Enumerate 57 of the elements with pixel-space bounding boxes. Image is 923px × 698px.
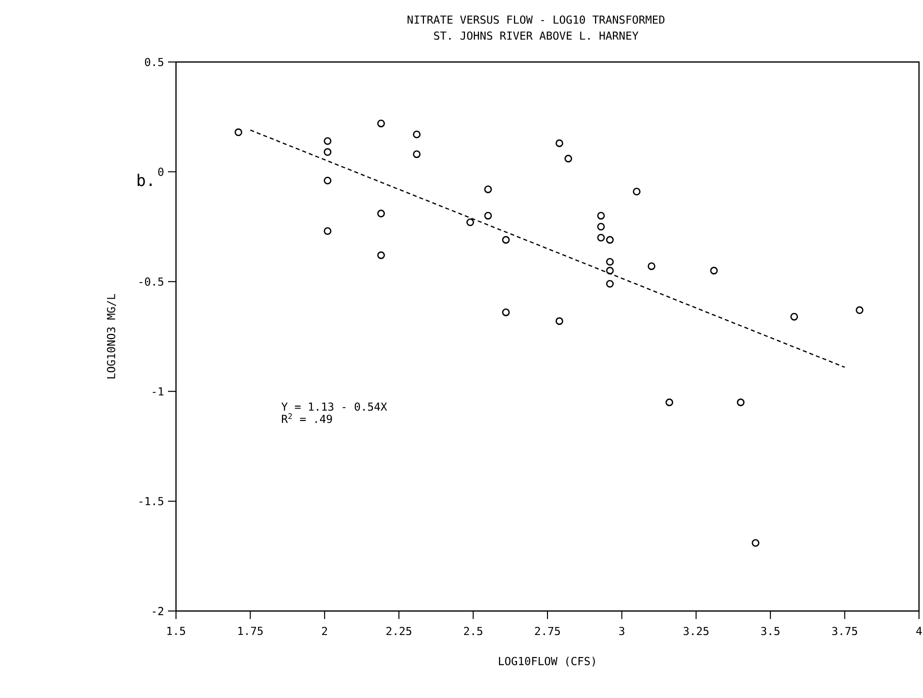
x-tick-label: 1.75 bbox=[238, 626, 263, 636]
point bbox=[377, 120, 385, 128]
y-tick-label: 0.5 bbox=[144, 58, 164, 66]
point bbox=[556, 139, 564, 148]
point bbox=[752, 539, 760, 547]
point bbox=[790, 312, 798, 321]
point bbox=[324, 137, 332, 145]
y-axis-title: LOG10NO3 MG/L bbox=[106, 294, 116, 378]
point bbox=[564, 154, 572, 162]
point bbox=[710, 266, 718, 274]
point bbox=[632, 188, 641, 196]
point bbox=[597, 212, 605, 220]
x-tick-label: 3.5 bbox=[761, 626, 780, 636]
point bbox=[856, 306, 864, 314]
x-tick-label: 2.25 bbox=[386, 626, 412, 636]
point bbox=[412, 130, 421, 138]
point bbox=[597, 222, 605, 231]
point bbox=[606, 258, 614, 266]
point bbox=[484, 186, 492, 194]
point bbox=[502, 308, 510, 316]
point bbox=[597, 234, 605, 242]
point bbox=[377, 210, 385, 218]
point bbox=[606, 266, 614, 274]
point bbox=[556, 317, 564, 325]
y-tick-label: -1.5 bbox=[140, 497, 164, 506]
x-tick-label: 1.5 bbox=[167, 626, 186, 636]
point bbox=[412, 150, 421, 158]
point bbox=[736, 398, 745, 406]
x-tick-label: 3 bbox=[619, 626, 624, 636]
x-tick-label: 2.75 bbox=[535, 626, 560, 636]
chart-title: NITRATE VERSUS FLOW - LOG10 TRANSFORMED bbox=[408, 15, 664, 24]
point bbox=[377, 251, 385, 260]
x-tick-label: 3.75 bbox=[832, 626, 858, 636]
annotation: R$^{2}$ = .49 bbox=[282, 413, 332, 424]
point bbox=[234, 128, 242, 136]
x-axis-title: LOG10FLOW (CFS) bbox=[498, 656, 595, 667]
point bbox=[324, 176, 332, 184]
y-tick-label: 0 bbox=[158, 168, 164, 176]
annotation: Y = 1.13 - 0.54X bbox=[281, 402, 388, 411]
y-tick-label: -0.5 bbox=[140, 277, 164, 286]
point bbox=[484, 212, 492, 220]
x-tick-label: 3.25 bbox=[684, 626, 708, 636]
point bbox=[502, 236, 510, 244]
y-tick-label: -2 bbox=[152, 606, 164, 616]
x-tick-label: 4 bbox=[916, 626, 922, 635]
point bbox=[648, 262, 656, 270]
point bbox=[666, 398, 674, 406]
chart-subtitle: ST. JOHNS RIVER ABOVE L. HARNEY bbox=[434, 31, 638, 40]
y-tick-label: -1 bbox=[152, 387, 164, 396]
point bbox=[324, 148, 332, 156]
point bbox=[324, 227, 332, 235]
x-tick-label: 2 bbox=[322, 626, 327, 636]
point bbox=[606, 280, 614, 288]
point bbox=[466, 218, 474, 226]
point bbox=[606, 236, 614, 244]
text: b. bbox=[138, 174, 152, 186]
x-tick-label: 2.5 bbox=[464, 626, 482, 636]
